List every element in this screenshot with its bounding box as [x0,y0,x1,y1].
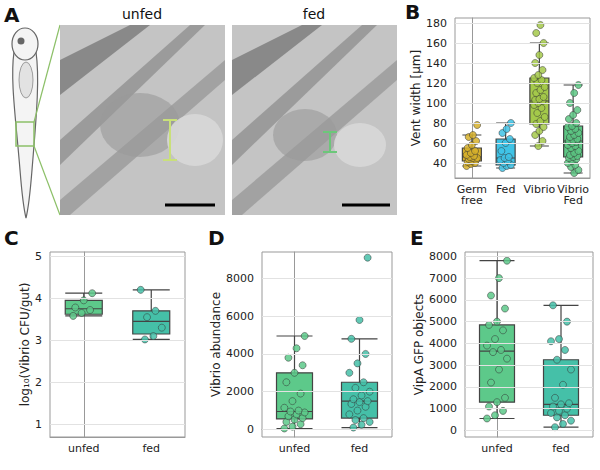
svg-text:4: 4 [35,292,42,305]
svg-text:5000: 5000 [429,315,457,328]
svg-text:free: free [461,194,483,207]
svg-text:Fed: Fed [496,183,515,196]
svg-text:log₁₀(Vibrio CFU/gut): log₁₀(Vibrio CFU/gut) [18,283,32,407]
svg-text:6000: 6000 [226,310,254,323]
svg-text:fed: fed [142,442,160,455]
svg-text:120: 120 [426,77,447,90]
svg-text:3: 3 [35,334,42,347]
svg-text:8000: 8000 [226,272,254,285]
svg-text:Vibrio: Vibrio [524,183,556,196]
svg-text:4000: 4000 [429,337,457,350]
svg-text:60: 60 [433,137,447,150]
svg-text:6000: 6000 [429,293,457,306]
svg-text:Vibrio abundance: Vibrio abundance [209,292,223,397]
svg-text:Fed: Fed [563,194,582,207]
svg-text:A: A [4,3,20,27]
svg-text:2000: 2000 [226,385,254,398]
svg-text:5: 5 [35,250,42,263]
svg-text:fed: fed [552,442,570,455]
svg-text:0: 0 [450,424,457,437]
svg-text:7000: 7000 [429,272,457,285]
svg-text:D: D [208,226,225,250]
svg-text:1000: 1000 [429,402,457,415]
svg-text:160: 160 [426,37,447,50]
svg-text:40: 40 [433,157,447,170]
svg-text:Vent width [μm]: Vent width [μm] [409,50,423,146]
svg-text:8000: 8000 [429,250,457,263]
svg-text:3000: 3000 [429,359,457,372]
svg-text:B: B [405,0,420,24]
svg-text:C: C [4,226,19,250]
svg-text:unfed: unfed [481,442,513,455]
svg-text:2000: 2000 [429,380,457,393]
svg-text:VipA GFP objects: VipA GFP objects [412,294,426,395]
svg-text:2: 2 [35,376,42,389]
svg-text:100: 100 [426,97,447,110]
svg-text:1: 1 [35,418,42,431]
svg-text:E: E [410,226,424,250]
svg-text:unfed: unfed [122,6,162,22]
svg-text:140: 140 [426,57,447,70]
svg-text:4000: 4000 [226,347,254,360]
svg-text:180: 180 [426,17,447,30]
svg-text:Germ: Germ [456,183,487,196]
svg-text:unfed: unfed [279,442,311,455]
svg-text:unfed: unfed [68,442,100,455]
svg-text:0: 0 [247,423,254,436]
svg-text:Vibrio: Vibrio [557,183,589,196]
svg-text:fed: fed [351,442,369,455]
svg-text:fed: fed [303,6,325,22]
svg-text:80: 80 [433,117,447,130]
